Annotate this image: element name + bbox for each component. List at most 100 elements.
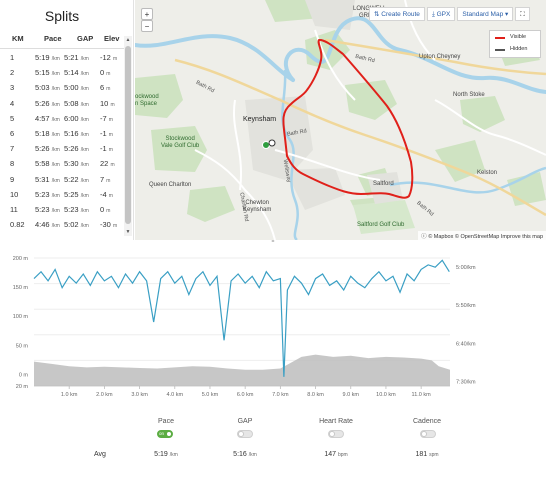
cadence-avg-unit: spm — [429, 452, 439, 458]
split-pace: 5:15 /km — [35, 68, 60, 77]
label-keynsham: Keynsham — [243, 116, 277, 123]
label-kelston: Kelston — [477, 170, 498, 176]
split-gap-unit: /km — [80, 192, 89, 199]
split-elev: 22 m — [100, 159, 115, 168]
legend-hidden-label: Hidden — [510, 46, 528, 52]
zoom-in-button[interactable]: + — [141, 8, 153, 20]
gap-toggle[interactable] — [237, 430, 253, 438]
split-gap-value: 5:21 — [64, 53, 79, 62]
split-elev-value: 6 — [100, 83, 105, 93]
split-elev-unit: m — [110, 162, 115, 169]
split-gap-value: 5:30 — [64, 159, 79, 169]
split-pace-unit: /km — [51, 177, 60, 184]
create-route-button[interactable]: ⇅ Create Route — [369, 7, 425, 21]
cadence-toggle[interactable] — [420, 430, 436, 438]
heart-rate-toggle-knob — [329, 431, 335, 437]
split-row[interactable]: 2 5:15 /km 5:14 /km 0 m — [0, 66, 124, 80]
split-pace-value: 5:58 — [35, 159, 50, 169]
split-row[interactable]: 0.82 4:46 /km 5:02 /km -30 m — [0, 218, 124, 232]
split-row[interactable]: 11 5:23 /km 5:23 /km 0 m — [0, 203, 124, 217]
split-gap-unit: /km — [80, 116, 89, 123]
left-tick-label: 100 m — [13, 314, 29, 320]
split-gap-value: 5:22 — [64, 174, 79, 184]
split-row[interactable]: 8 5:58 /km 5:30 /km 22 m — [0, 157, 124, 171]
split-row[interactable]: 7 5:26 /km 5:26 /km -1 m — [0, 142, 124, 156]
split-elev-unit: m — [112, 223, 118, 230]
split-km-value: 2 — [10, 68, 15, 78]
scroll-thumb[interactable] — [125, 46, 131, 224]
gap-avg-unit: /km — [248, 452, 257, 458]
split-km-value: 7 — [10, 144, 15, 154]
finish-marker[interactable] — [268, 139, 276, 147]
splits-header: KM Pace GAP Elev — [0, 34, 124, 48]
split-pace: 5:58 /km — [35, 159, 60, 168]
split-elev-unit: m — [108, 147, 113, 154]
split-gap: 6:00 /km — [64, 114, 89, 123]
split-pace: 5:31 /km — [35, 175, 60, 184]
zoom-out-button[interactable]: − — [141, 20, 153, 32]
split-elev-value: -7 — [100, 113, 107, 123]
split-gap-unit: /km — [80, 71, 89, 78]
split-elev-value: -12 — [100, 53, 111, 62]
pace-elevation-chart[interactable]: 20 m 0 m 50 m 100 m 150 m 200 m 5:00/km 5:50/k… — [0, 244, 546, 408]
fullscreen-button[interactable]: ⛶ — [515, 7, 530, 21]
split-row[interactable]: 4 5:26 /km 5:08 /km 10 m — [0, 97, 124, 111]
split-gap: 5:22 /km — [64, 175, 89, 184]
cadence-avg-value: 181 — [415, 451, 428, 458]
route-path — [282, 39, 414, 199]
split-gap-unit: /km — [80, 223, 89, 230]
gpx-button[interactable]: ⤓ GPX — [426, 7, 456, 21]
split-km-value: 6 — [10, 129, 15, 138]
gap-avg: 5:16 /km — [210, 451, 280, 458]
split-row[interactable]: 10 5:23 /km 5:25 /km -4 m — [0, 188, 124, 202]
split-pace-value: 4:57 — [35, 113, 50, 123]
split-elev: -1 m — [100, 129, 113, 138]
scroll-up-icon[interactable]: ▲ — [125, 37, 131, 43]
pace-toggle[interactable]: on — [157, 430, 173, 438]
split-pace-value: 5:31 — [35, 174, 50, 184]
gap-label: GAP — [237, 418, 253, 425]
split-elev-value: 0 — [100, 68, 105, 78]
split-row[interactable]: 9 5:31 /km 5:22 /km 7 m — [0, 173, 124, 187]
split-km-value: 4 — [10, 98, 15, 108]
pace-label: Pace — [158, 418, 174, 425]
right-tick-label: 7:30/km — [456, 379, 476, 385]
split-elev-unit: m — [108, 132, 113, 138]
right-tick-label: 5:50/km — [456, 303, 476, 309]
label-queen-charlton: Queen Charlton — [149, 182, 192, 188]
scroll-down-icon[interactable]: ▼ — [125, 229, 131, 235]
split-row[interactable]: 5 4:57 /km 6:00 /km -7 m — [0, 112, 124, 126]
route-map[interactable]: LONGWELL GREEN Keynsham Bath Rd Bath Rd … — [135, 0, 546, 240]
split-km-value: 5 — [10, 113, 15, 123]
start-marker[interactable] — [262, 141, 270, 149]
split-row[interactable]: 3 5:03 /km 5:00 /km 6 m — [0, 81, 124, 95]
left-tick-label: 0 m — [19, 372, 29, 378]
resize-handle[interactable]: = — [271, 239, 275, 245]
split-elev: -7 m — [100, 114, 113, 123]
heart-rate-label: Heart Rate — [319, 418, 353, 425]
split-km-value: 11 — [10, 205, 18, 214]
split-km: 11 — [10, 205, 18, 214]
heart-rate-toggle[interactable] — [328, 430, 344, 438]
left-tick-label: 150 m — [13, 285, 29, 291]
split-gap-value: 6:00 — [64, 113, 79, 123]
split-elev-value: -30 — [100, 220, 111, 230]
map-attribution[interactable]: ⓘ © Mapbox © OpenStreetMap Improve this … — [418, 231, 546, 240]
split-pace: 5:26 /km — [35, 99, 60, 108]
map-style-select[interactable]: Standard Map ▾ — [457, 7, 514, 21]
split-pace-value: 5:26 — [35, 98, 50, 108]
header-km: KM — [12, 34, 24, 43]
split-row[interactable]: 1 5:19 /km 5:21 /km -12 m — [0, 51, 124, 65]
label-chewton-keynsham: Chewton Keynsham — [243, 200, 272, 213]
split-elev-value: -4 — [100, 189, 107, 199]
split-elev-value: -1 — [100, 129, 107, 138]
info-icon[interactable]: ⓘ — [421, 234, 429, 240]
splits-scrollbar[interactable]: ▲ ▼ — [124, 36, 132, 236]
split-gap: 5:26 /km — [64, 144, 89, 153]
split-elev-unit: m — [106, 177, 111, 184]
split-gap-value: 5:14 — [64, 68, 79, 78]
split-pace-unit: /km — [51, 86, 60, 93]
x-tick-label: 1.0 km — [61, 392, 78, 398]
split-row[interactable]: 6 5:18 /km 5:16 /km -1 m — [0, 127, 124, 141]
split-elev-value: 7 — [100, 174, 105, 184]
